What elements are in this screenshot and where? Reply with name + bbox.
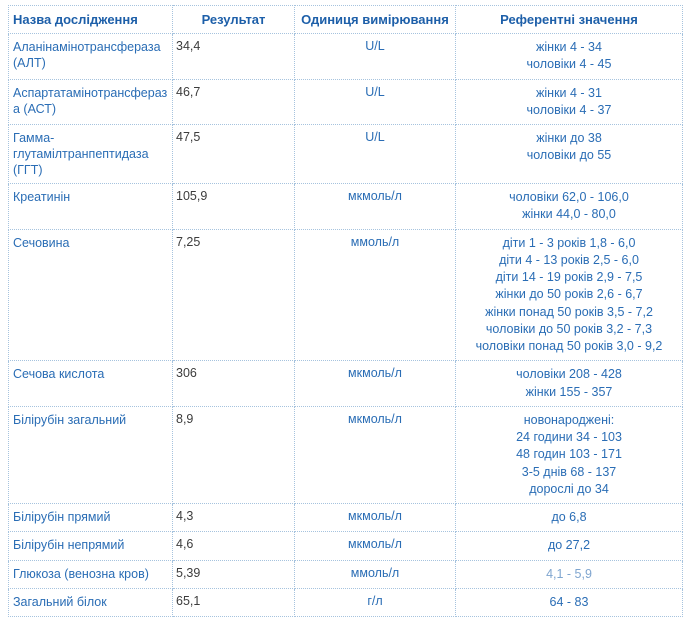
table-row-bilirubin-total: Білірубін загальний 8,9 мкмоль/л новонар… (8, 405, 683, 505)
test-unit: мкмоль/л (294, 360, 456, 407)
table-row-ggt: Гамма-глутамілтранпептидаза (ГГТ) 47,5 U… (8, 124, 683, 184)
test-name: Глюкоза (венозна кров) (8, 559, 173, 589)
test-reference: 4,1 - 5,9 (455, 559, 683, 589)
test-result: 4,3 (172, 502, 295, 533)
column-header-reference: Референтні значення (455, 5, 683, 34)
test-result: 8,9 (172, 405, 295, 505)
test-name: Сечова кислота (8, 360, 173, 407)
table-row-bilirubin-indirect: Білірубін непрямий 4,6 мкмоль/л до 27,2 (8, 531, 683, 561)
table-row-ast: Аспартатамінотрансфераза (АСТ) 46,7 U/L … (8, 78, 683, 125)
test-reference: чоловіки 62,0 - 106,0 жінки 44,0 - 80,0 (455, 183, 683, 230)
test-unit: U/L (294, 78, 456, 125)
test-result: 47,5 (172, 124, 295, 184)
test-result: 4,6 (172, 531, 295, 561)
test-unit: мкмоль/л (294, 531, 456, 561)
test-reference: чоловіки 208 - 428 жінки 155 - 357 (455, 360, 683, 407)
test-result: 34,4 (172, 33, 295, 80)
test-name: Загальний білок (8, 587, 173, 618)
table-row-total-protein: Загальний білок 65,1 г/л 64 - 83 (8, 587, 683, 618)
table-row-glucose: Глюкоза (венозна кров) 5,39 ммоль/л 4,1 … (8, 559, 683, 589)
test-reference: до 6,8 (455, 502, 683, 533)
header-row: Назва дослідження Результат Одиниця вимі… (8, 5, 683, 34)
column-header-unit: Одиниця вимірювання (294, 5, 456, 34)
test-reference: діти 1 - 3 років 1,8 - 6,0 діти 4 - 13 ро… (455, 228, 683, 362)
test-result: 306 (172, 360, 295, 407)
table-row-uric-acid: Сечова кислота 306 мкмоль/л чоловіки 208… (8, 360, 683, 407)
test-result: 46,7 (172, 78, 295, 125)
test-reference: до 27,2 (455, 531, 683, 561)
test-name: Аспартатамінотрансфераза (АСТ) (8, 78, 173, 125)
test-result: 7,25 (172, 228, 295, 362)
test-name: Білірубін непрямий (8, 531, 173, 561)
table-row-urea: Сечовина 7,25 ммоль/л діти 1 - 3 років 1… (8, 228, 683, 362)
test-name: Гамма-глутамілтранпептидаза (ГГТ) (8, 124, 173, 184)
column-header-test-name: Назва дослідження (8, 5, 173, 34)
test-reference: новонароджені: 24 години 34 - 103 48 годин… (455, 405, 683, 505)
test-result: 105,9 (172, 183, 295, 230)
test-unit: U/L (294, 33, 456, 80)
test-name: Креатинін (8, 183, 173, 230)
test-reference: жінки до 38 чоловіки до 55 (455, 124, 683, 184)
test-reference: жінки 4 - 31 чоловіки 4 - 37 (455, 78, 683, 125)
test-unit: мкмоль/л (294, 405, 456, 505)
test-name: Білірубін загальний (8, 405, 173, 505)
test-unit: ммоль/л (294, 559, 456, 589)
table-row-creatinine: Креатинін 105,9 мкмоль/л чоловіки 62,0 -… (8, 183, 683, 230)
test-name: Сечовина (8, 228, 173, 362)
test-unit: U/L (294, 124, 456, 184)
test-result: 5,39 (172, 559, 295, 589)
test-name: Білірубін прямий (8, 502, 173, 533)
table-row-bilirubin-direct: Білірубін прямий 4,3 мкмоль/л до 6,8 (8, 502, 683, 533)
test-unit: ммоль/л (294, 228, 456, 362)
table-row-alt: Аланінамінотрансфераза (АЛТ) 34,4 U/L жі… (8, 33, 683, 80)
test-unit: мкмоль/л (294, 502, 456, 533)
lab-results-table: Назва дослідження Результат Одиниця вимі… (8, 5, 683, 618)
column-header-result: Результат (172, 5, 295, 34)
test-unit: г/л (294, 587, 456, 618)
test-reference: жінки 4 - 34 чоловіки 4 - 45 (455, 33, 683, 80)
test-result: 65,1 (172, 587, 295, 618)
test-name: Аланінамінотрансфераза (АЛТ) (8, 33, 173, 80)
test-unit: мкмоль/л (294, 183, 456, 230)
test-reference: 64 - 83 (455, 587, 683, 618)
